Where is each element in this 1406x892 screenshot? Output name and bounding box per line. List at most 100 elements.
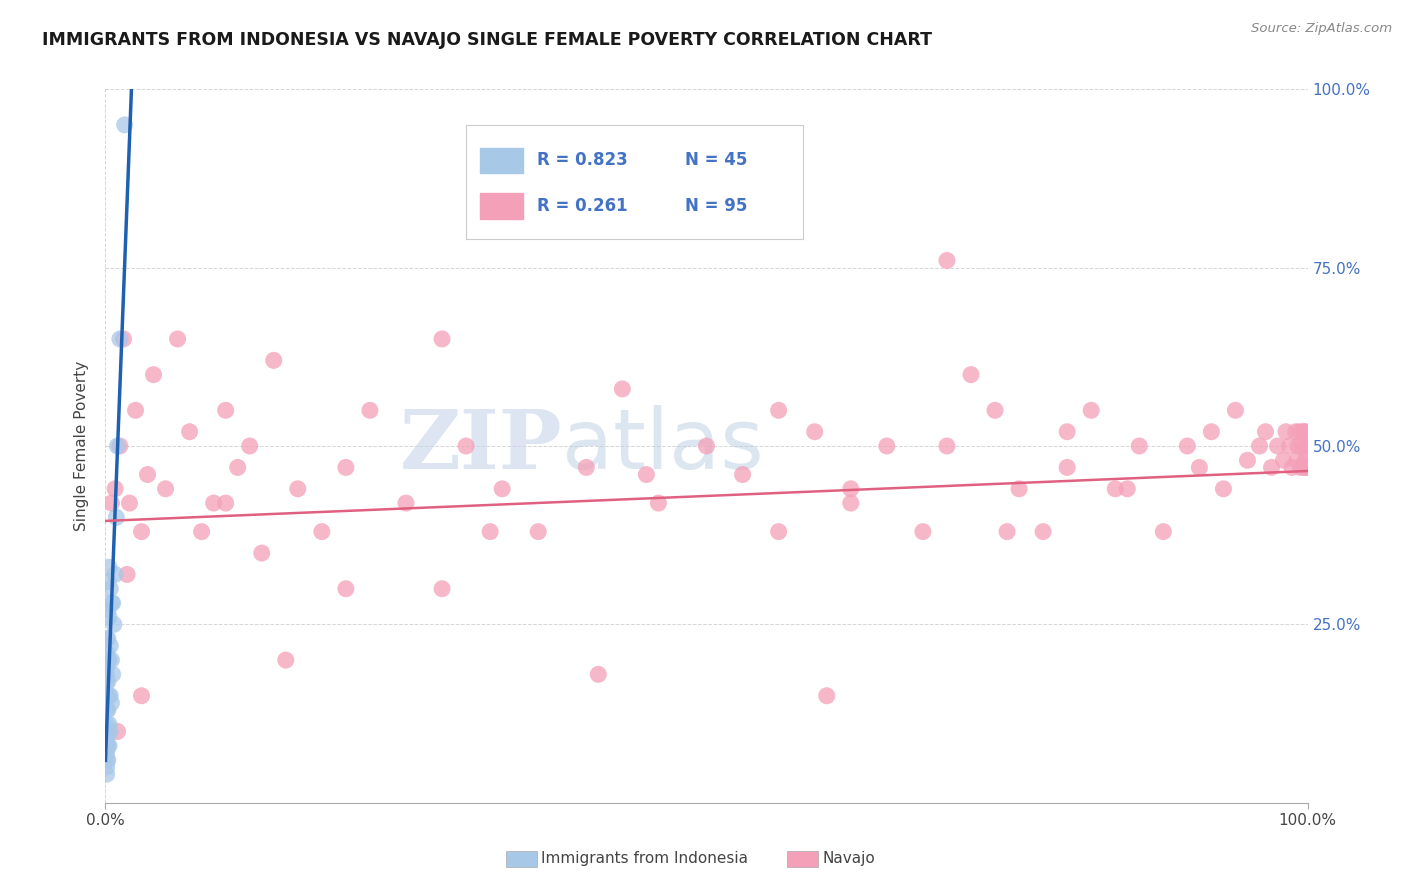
Point xyxy=(96,717,118,731)
Point xyxy=(1286,439,1309,453)
Text: R = 0.823: R = 0.823 xyxy=(537,152,627,169)
Point xyxy=(98,689,121,703)
Point xyxy=(263,353,285,368)
Point xyxy=(202,496,225,510)
Point xyxy=(96,739,118,753)
Point xyxy=(1295,425,1317,439)
Point xyxy=(100,653,122,667)
Point xyxy=(527,524,550,539)
Point xyxy=(1212,482,1234,496)
Point xyxy=(1225,403,1247,417)
Point xyxy=(101,667,124,681)
Point xyxy=(1292,425,1315,439)
Point xyxy=(98,717,121,731)
Point xyxy=(100,496,122,510)
Point xyxy=(97,674,120,689)
Point xyxy=(1080,403,1102,417)
Point xyxy=(479,524,502,539)
Point xyxy=(131,689,153,703)
Point xyxy=(1152,524,1174,539)
Point xyxy=(98,653,121,667)
Point xyxy=(491,482,513,496)
Point xyxy=(335,582,357,596)
Point xyxy=(454,439,477,453)
Point xyxy=(1289,460,1312,475)
Point xyxy=(1275,425,1298,439)
Point xyxy=(1201,425,1223,439)
Point xyxy=(1292,460,1315,475)
Point xyxy=(1032,524,1054,539)
Point xyxy=(107,724,129,739)
Point xyxy=(103,617,125,632)
Point xyxy=(105,510,128,524)
Point xyxy=(1116,482,1139,496)
Point xyxy=(936,439,959,453)
Point xyxy=(430,332,453,346)
Text: Immigrants from Indonesia: Immigrants from Indonesia xyxy=(541,852,748,866)
Bar xyxy=(479,194,523,219)
Point xyxy=(100,596,122,610)
Point xyxy=(97,724,120,739)
Point xyxy=(696,439,718,453)
Point xyxy=(1294,453,1316,467)
Point xyxy=(1254,425,1277,439)
Point xyxy=(1281,460,1303,475)
Point xyxy=(575,460,598,475)
Point xyxy=(108,332,131,346)
Point xyxy=(1104,482,1126,496)
Point xyxy=(96,674,118,689)
Point xyxy=(118,496,141,510)
Point xyxy=(98,689,121,703)
Point xyxy=(1260,460,1282,475)
Text: atlas: atlas xyxy=(562,406,763,486)
Point xyxy=(839,482,862,496)
Point xyxy=(166,332,188,346)
Point xyxy=(1295,439,1317,453)
Text: ZIP: ZIP xyxy=(399,406,562,486)
Point xyxy=(96,703,118,717)
Point xyxy=(96,731,118,746)
Point xyxy=(214,403,236,417)
Point xyxy=(1291,439,1313,453)
Point xyxy=(1285,453,1308,467)
Point xyxy=(239,439,262,453)
Point xyxy=(1295,439,1317,453)
Point xyxy=(136,467,159,482)
Point xyxy=(311,524,333,539)
Point xyxy=(179,425,201,439)
Point xyxy=(287,482,309,496)
Point xyxy=(97,703,120,717)
Point xyxy=(131,524,153,539)
Point xyxy=(1288,425,1310,439)
Point xyxy=(960,368,983,382)
Point xyxy=(96,660,118,674)
Text: Source: ZipAtlas.com: Source: ZipAtlas.com xyxy=(1251,22,1392,36)
Point xyxy=(97,632,120,646)
Point xyxy=(984,403,1007,417)
Text: R = 0.261: R = 0.261 xyxy=(537,197,627,215)
Point xyxy=(250,546,273,560)
Point xyxy=(274,653,297,667)
Point xyxy=(96,760,118,774)
Point xyxy=(1267,439,1289,453)
Point xyxy=(98,739,121,753)
Point xyxy=(96,667,118,681)
Point xyxy=(124,403,146,417)
Text: N = 45: N = 45 xyxy=(685,152,747,169)
Point xyxy=(1249,439,1271,453)
Point xyxy=(430,582,453,596)
Point xyxy=(1295,453,1317,467)
Point xyxy=(114,118,136,132)
Point xyxy=(1295,460,1317,475)
Point xyxy=(1175,439,1198,453)
Point xyxy=(335,460,357,475)
Point xyxy=(98,610,121,624)
Point xyxy=(1008,482,1031,496)
Point xyxy=(1056,425,1078,439)
Point xyxy=(101,596,124,610)
Point xyxy=(1278,439,1301,453)
Text: Navajo: Navajo xyxy=(823,852,876,866)
Text: N = 95: N = 95 xyxy=(685,197,747,215)
Point xyxy=(97,753,120,767)
Point xyxy=(100,696,122,710)
